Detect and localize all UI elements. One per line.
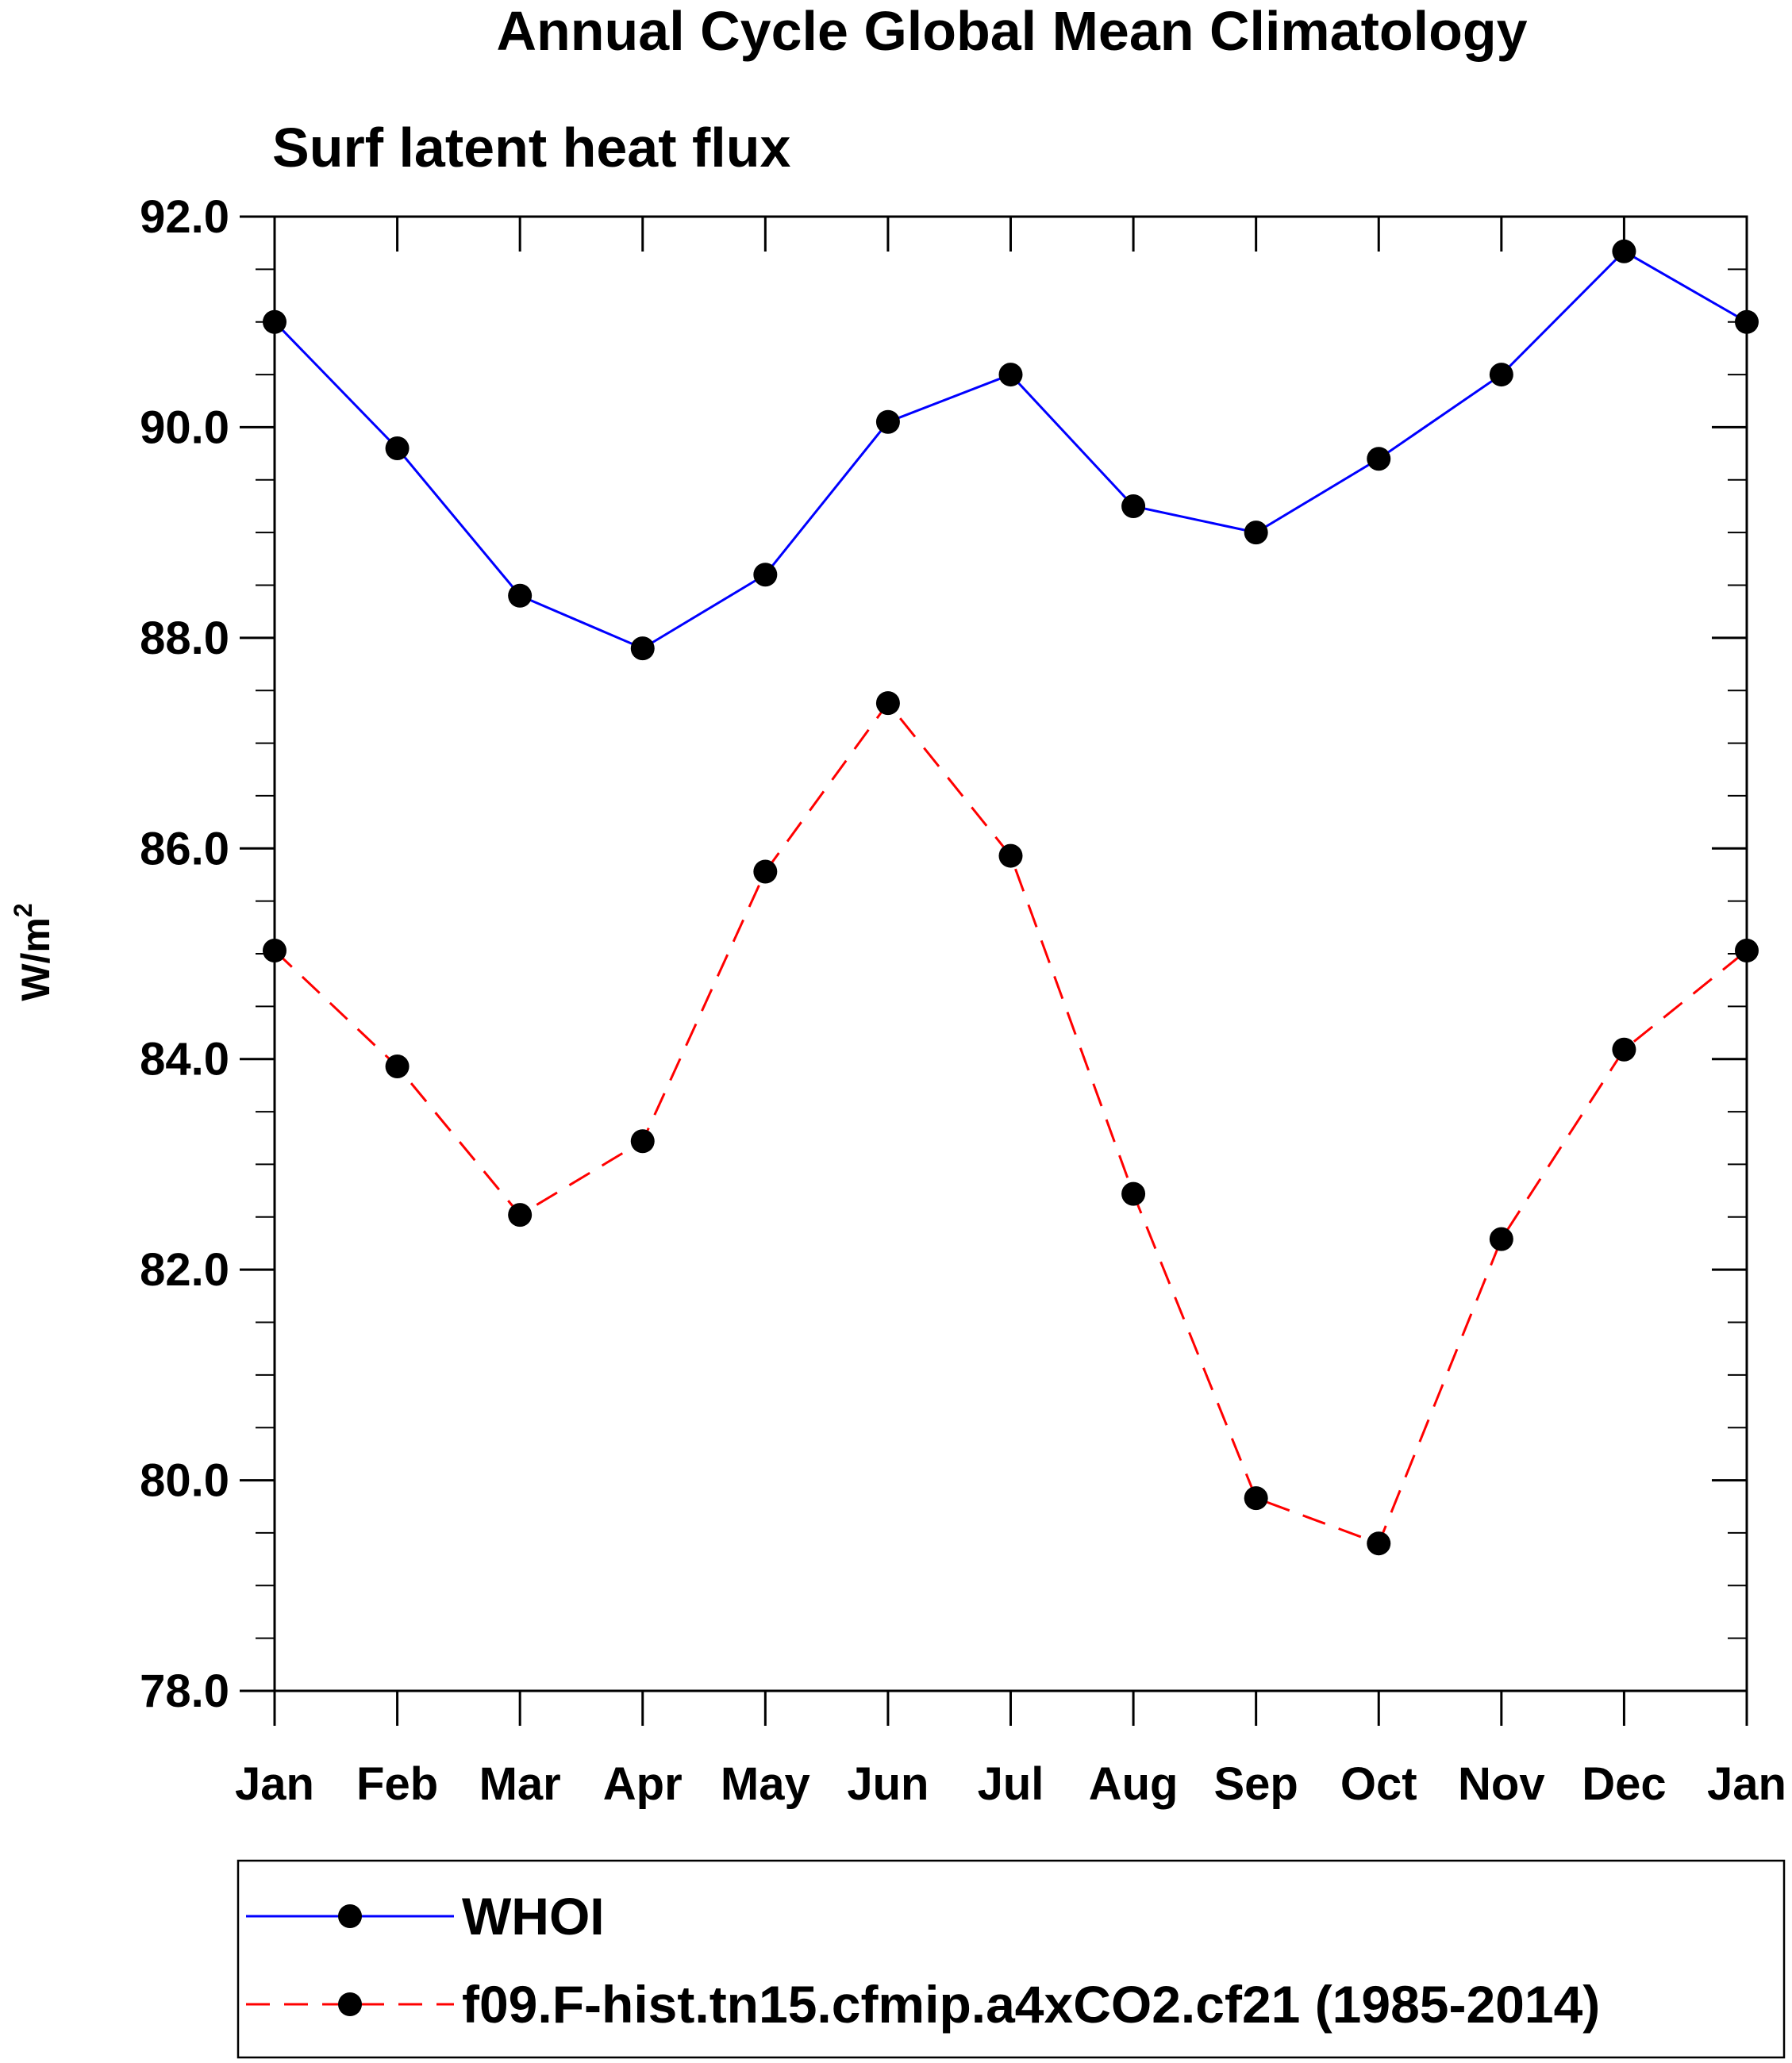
x-tick-label: Dec (1582, 1758, 1666, 1810)
data-point (508, 1203, 533, 1227)
x-tick-labels: Jan Feb Mar Apr May Jun Jul Aug Sep Oct Nov Dec Jan (235, 1758, 1786, 1810)
series-line (273, 701, 1748, 1546)
x-tick-label: Sep (1213, 1758, 1298, 1810)
legend-label-1: WHOI (462, 1887, 605, 1946)
data-point (753, 859, 778, 884)
series-line (273, 249, 1748, 650)
data-point (385, 436, 410, 460)
x-tick-label: May (721, 1758, 810, 1810)
data-point (753, 563, 778, 587)
data-point (1244, 1486, 1268, 1511)
y-axis-label-text: W/m (13, 917, 58, 1001)
x-tick-label: Jan (235, 1758, 314, 1810)
y-tick-labels: 78.0 80.0 82.0 84.0 86.0 88.0 90.0 92.0 (140, 191, 229, 1717)
data-point (1121, 494, 1146, 518)
y-tick-label: 82.0 (140, 1244, 229, 1296)
legend-label-2: f09.F-hist.tn15.cfmip.a4xCO2.cf21 (1985-… (462, 1975, 1600, 2034)
data-point (875, 691, 900, 716)
y-tick-label: 92.0 (140, 191, 229, 243)
y-axis-label: W/m2 (9, 903, 58, 1001)
x-tick-label: Mar (479, 1758, 561, 1810)
data-point (875, 409, 900, 434)
y-tick-label: 78.0 (140, 1665, 229, 1717)
data-point (1612, 1037, 1636, 1062)
series-1 (263, 239, 1759, 661)
y-axis-label-superscript: 2 (9, 903, 37, 917)
data-point (630, 636, 655, 661)
y-tick-label: 86.0 (140, 823, 229, 874)
x-tick-label: Jan (1707, 1758, 1786, 1810)
legend-marker-1 (338, 1904, 362, 1928)
x-tick-label: Nov (1458, 1758, 1545, 1810)
x-tick-label: Apr (603, 1758, 683, 1810)
axis-ticks (240, 215, 1748, 1726)
legend-box (236, 1859, 1786, 2059)
x-tick-label: Jul (978, 1758, 1044, 1810)
x-tick-label: Jun (847, 1758, 929, 1810)
y-tick-label: 88.0 (140, 613, 229, 664)
data-point (998, 843, 1023, 868)
data-point (508, 583, 533, 608)
data-point (385, 1055, 410, 1079)
data-point (1367, 1531, 1391, 1556)
x-tick-label: Aug (1089, 1758, 1179, 1810)
series-2 (263, 691, 1759, 1556)
y-tick-label: 90.0 (140, 401, 229, 453)
data-point (1367, 447, 1391, 471)
svg-text:W/m2: W/m2 (9, 903, 58, 1001)
data-point (630, 1129, 655, 1154)
data-point (1489, 363, 1513, 387)
y-tick-label: 80.0 (140, 1455, 229, 1507)
plot-frame (273, 215, 1748, 1692)
data-point (998, 363, 1023, 387)
series-layer (263, 239, 1759, 1556)
legend-marker-2 (338, 1992, 362, 2016)
data-point (1612, 239, 1636, 263)
legend: WHOI f09.F-hist.tn15.cfmip.a4xCO2.cf21 (1… (236, 1859, 1786, 2059)
data-point (1244, 521, 1268, 545)
chart-title: Annual Cycle Global Mean Climatology (496, 0, 1527, 62)
x-tick-label: Oct (1340, 1758, 1417, 1810)
data-point (1121, 1181, 1146, 1206)
chart-subtitle: Surf latent heat flux (272, 117, 790, 179)
x-tick-label: Feb (356, 1758, 438, 1810)
y-tick-label: 84.0 (140, 1034, 229, 1085)
data-point (1489, 1227, 1513, 1251)
